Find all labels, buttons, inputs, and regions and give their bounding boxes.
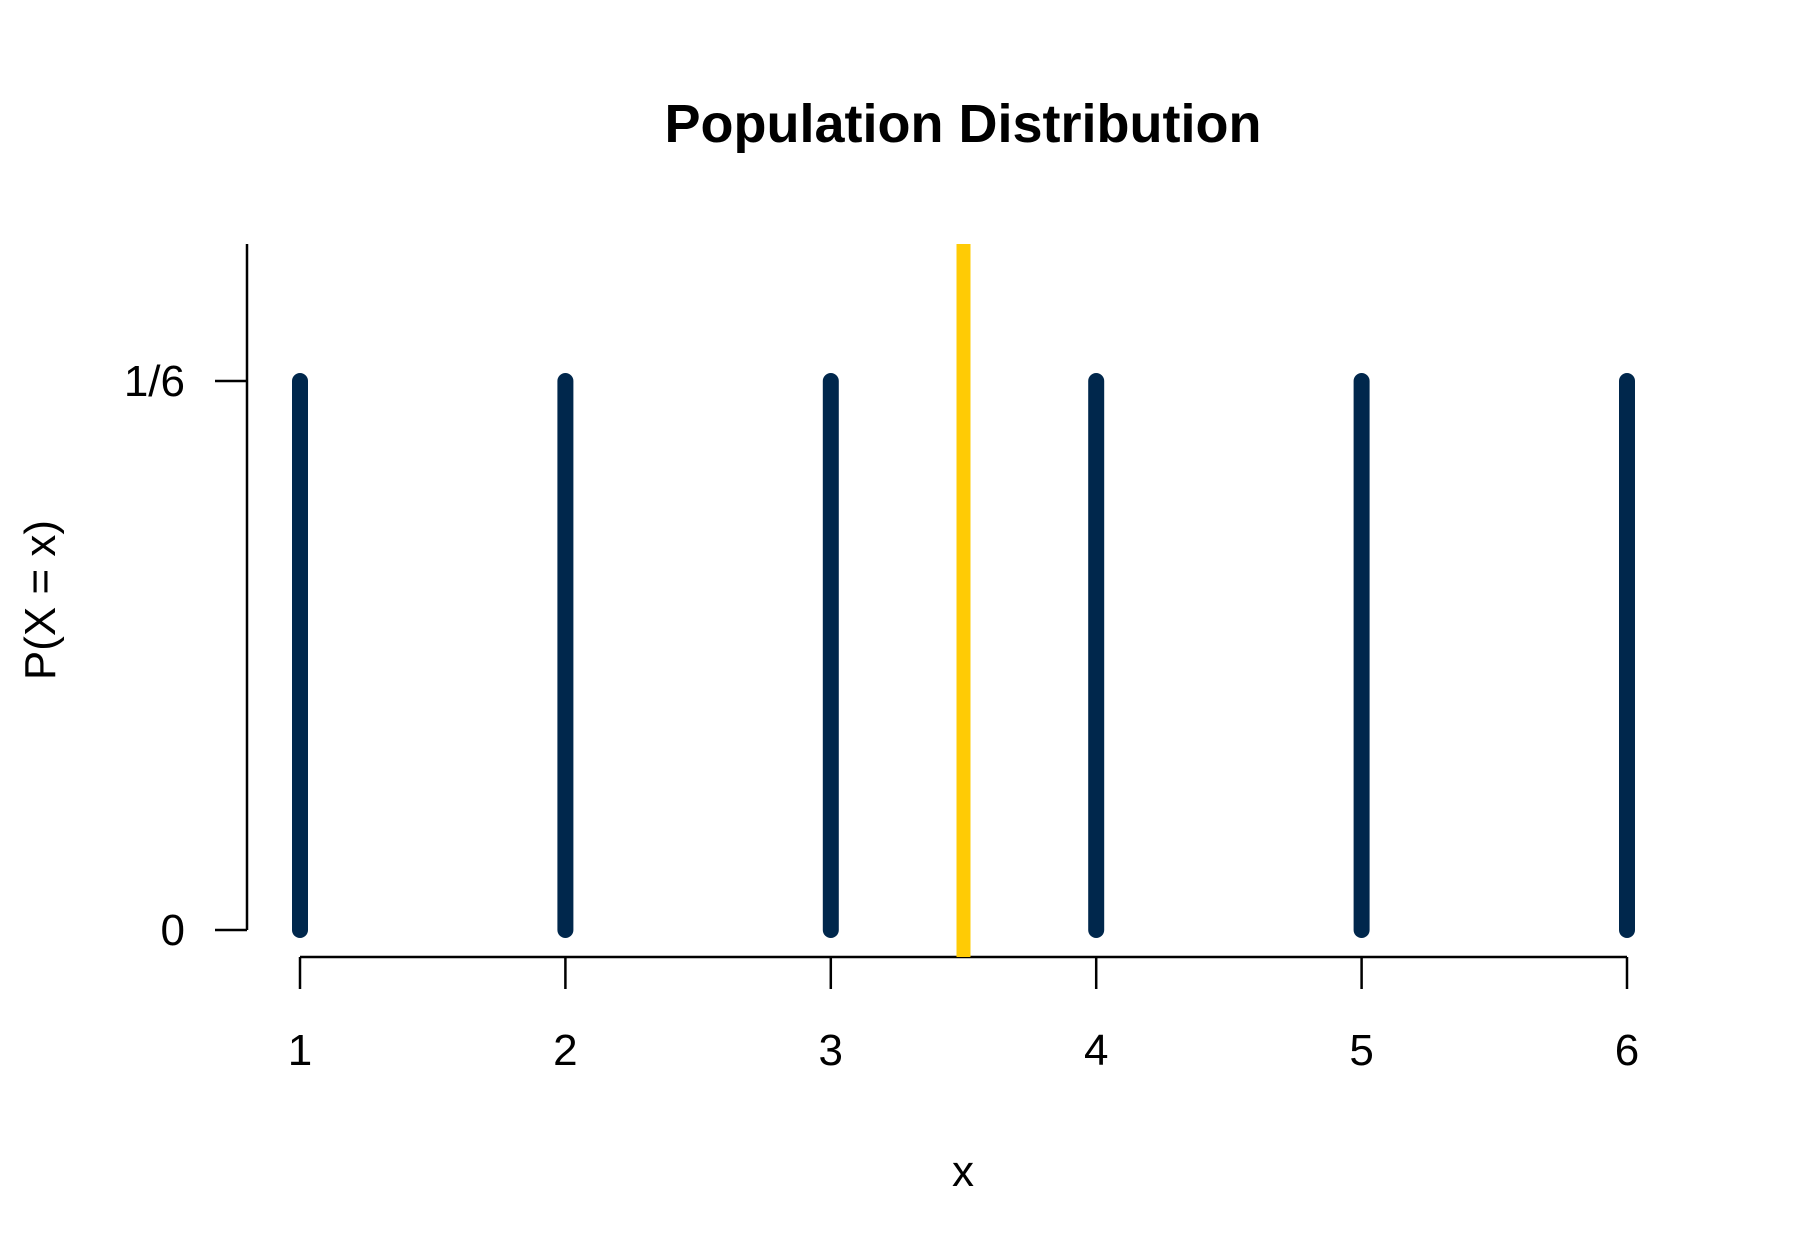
y-axis-label: P(X = x) [16,520,65,680]
chart-title: Population Distribution [665,94,1262,154]
x-axis-label: x [952,1147,974,1196]
x-tick-label: 5 [1349,1026,1373,1075]
x-tick-label: 2 [553,1026,577,1075]
x-tick-label: 3 [819,1026,843,1075]
x-tick-label: 4 [1084,1026,1108,1075]
x-tick-label: 6 [1615,1026,1639,1075]
y-ticks-group: 0 1/6 [124,357,247,955]
y-tick-label: 1/6 [124,357,185,406]
y-tick-label: 0 [161,906,185,955]
x-tick-label: 1 [288,1026,312,1075]
bars-group [292,373,1635,938]
x-ticks-group: 1 2 3 4 5 6 [288,957,1639,1075]
